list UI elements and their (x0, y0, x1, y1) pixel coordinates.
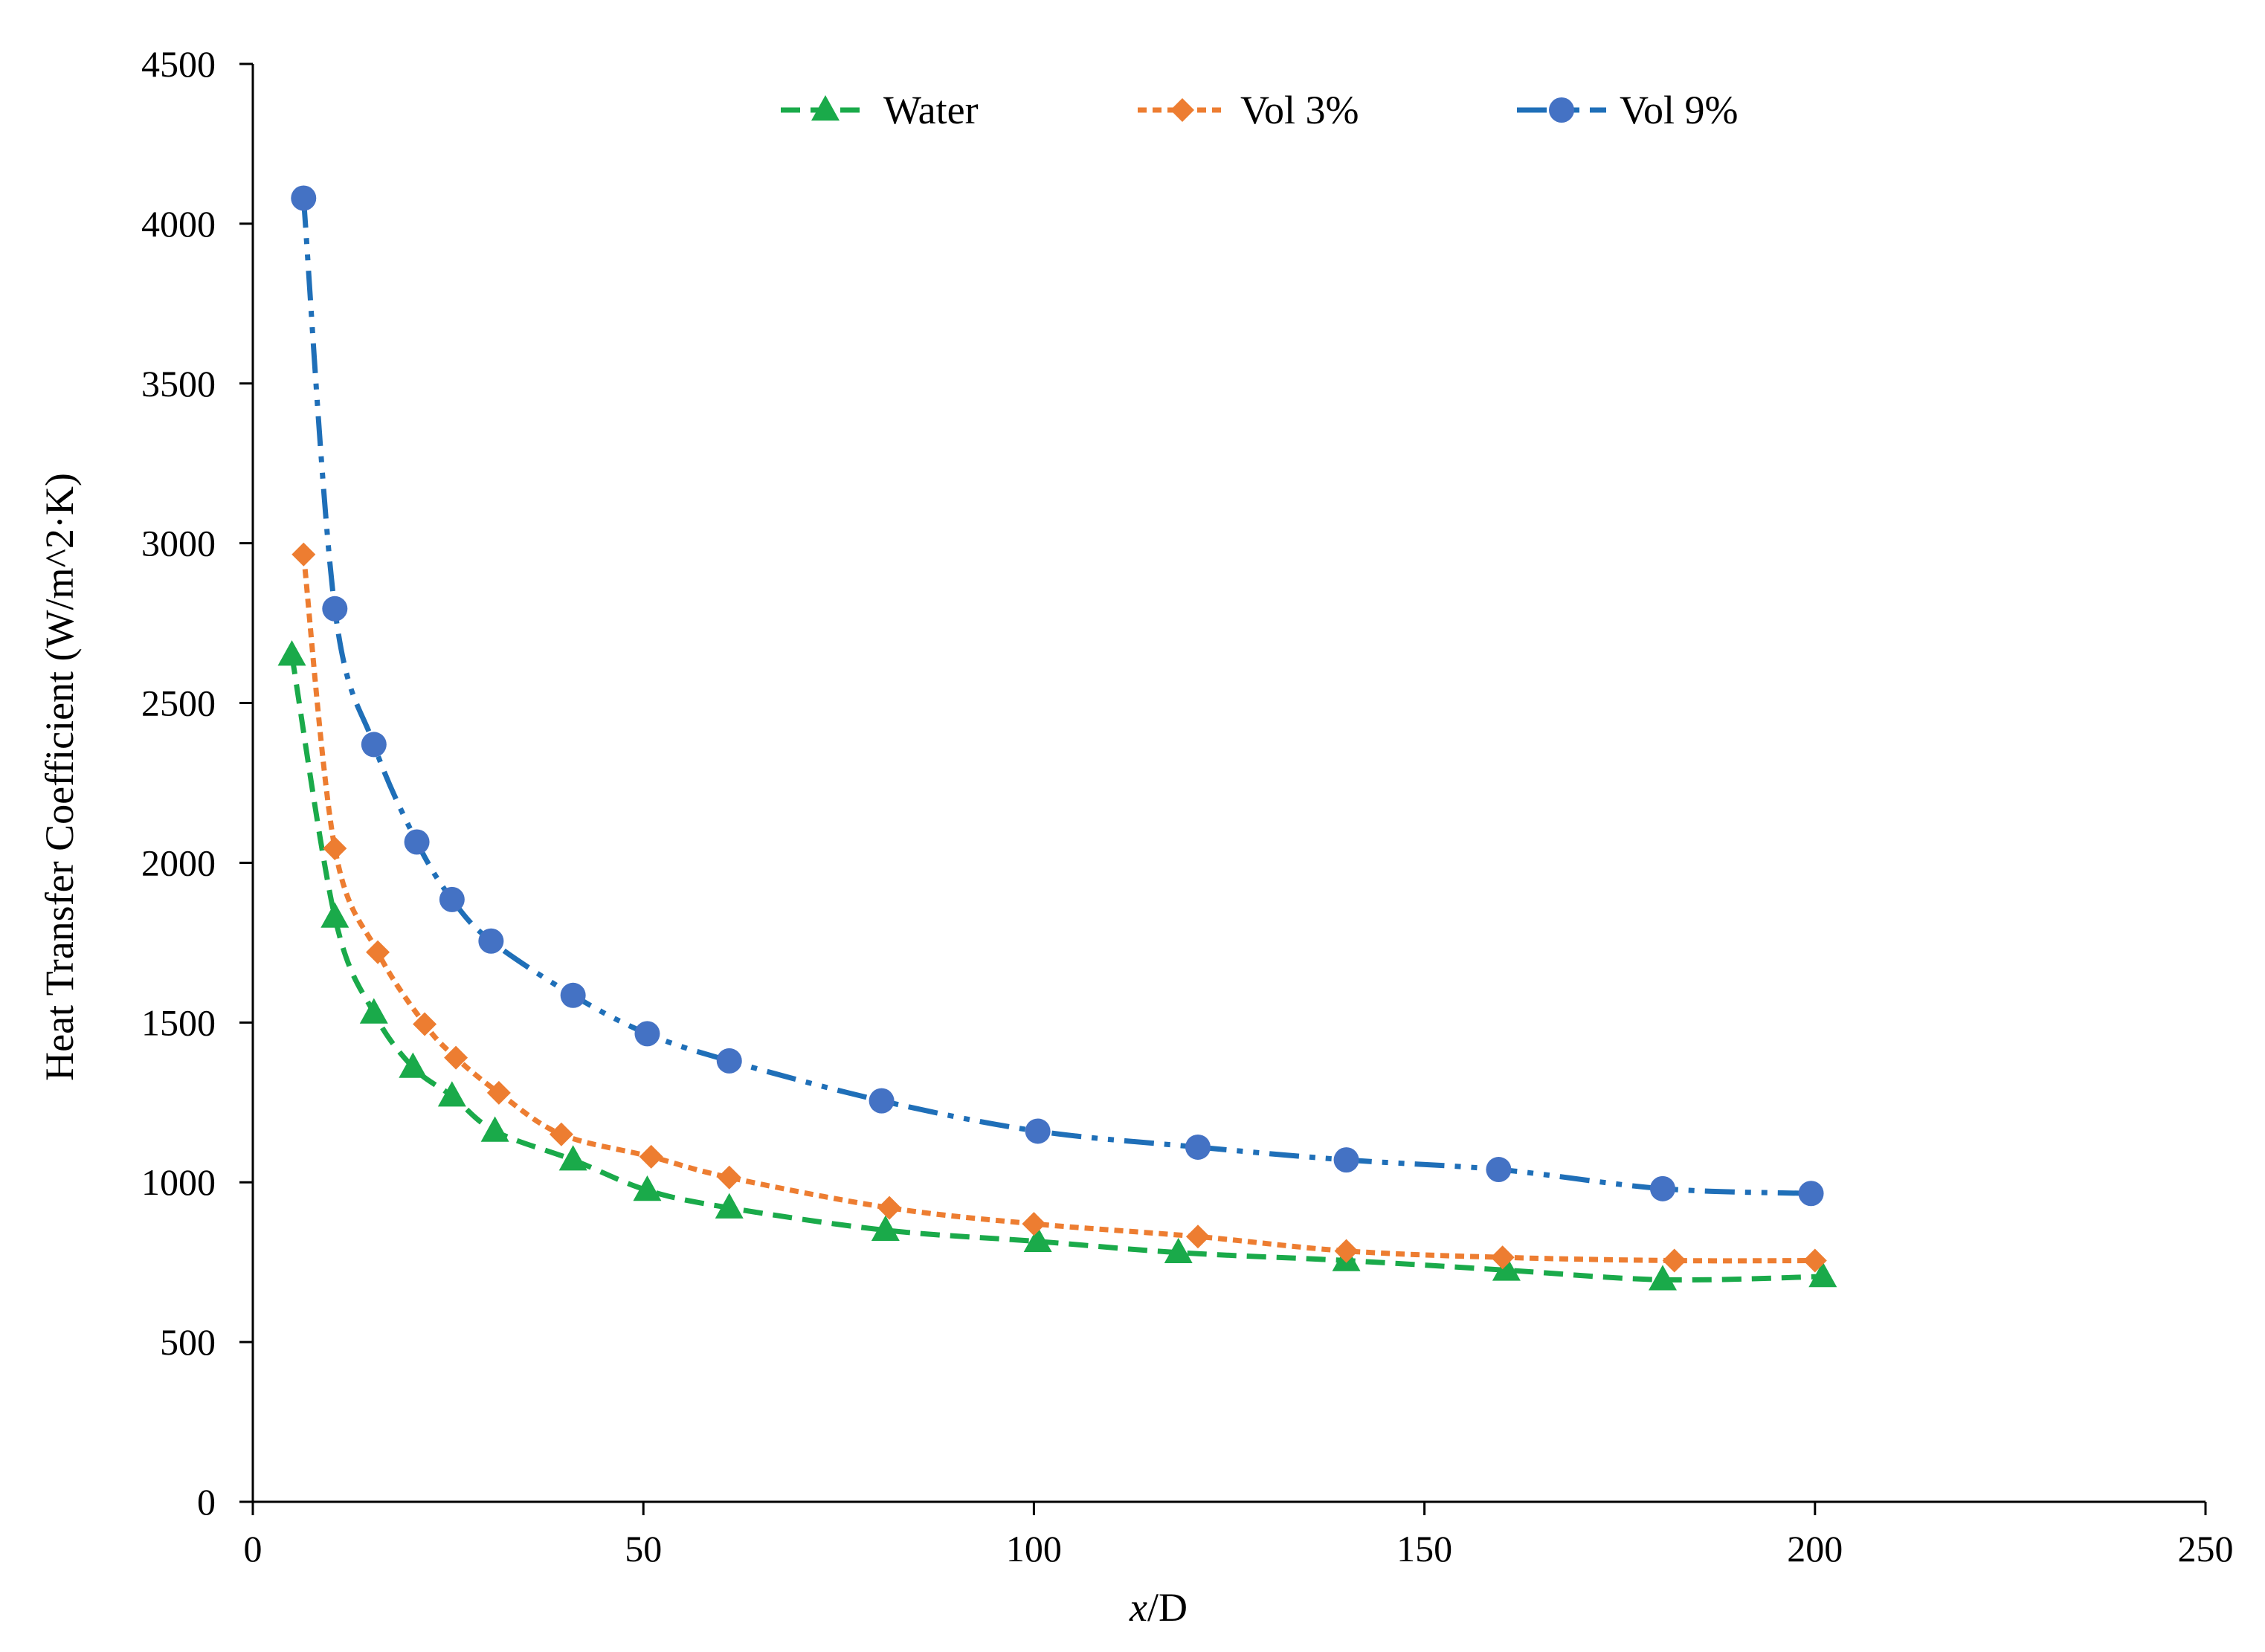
y-tick-label: 0 (197, 1481, 216, 1523)
data-point-vol-3 (1490, 1245, 1515, 1270)
legend-item-vol-9: Vol 9% (1517, 88, 1739, 132)
data-point-vol-9 (291, 185, 317, 211)
x-axis-title: x/D (1129, 1585, 1188, 1630)
series-line-water (289, 654, 1823, 1283)
x-tick-label: 200 (1787, 1528, 1843, 1569)
data-point-vol-3 (1185, 1225, 1210, 1249)
data-point-vol-3 (717, 1165, 741, 1190)
data-point-water (1023, 1226, 1052, 1252)
x-axis-title-rest: /D (1147, 1585, 1188, 1630)
series-vol-9 (291, 185, 1824, 1207)
data-point-vol-9 (1798, 1181, 1824, 1207)
y-tick-label: 4000 (141, 203, 216, 245)
data-point-water (277, 640, 306, 666)
legend-label-vol-9: Vol 9% (1620, 88, 1739, 132)
plot-area (277, 185, 1837, 1291)
series-vol-3 (291, 542, 1827, 1273)
x-tick-label: 250 (2178, 1528, 2234, 1569)
data-point-water (1648, 1265, 1677, 1291)
legend-marker-vol-9 (1549, 97, 1574, 123)
data-point-vol-3 (1802, 1248, 1827, 1273)
y-tick-label: 500 (160, 1321, 216, 1363)
data-point-vol-3 (877, 1196, 902, 1220)
data-point-water (359, 998, 388, 1024)
x-tick-label: 150 (1396, 1528, 1452, 1569)
legend-item-vol-3: Vol 3% (1138, 88, 1359, 132)
legend-label-water: Water (883, 88, 979, 132)
y-tick-label: 2500 (141, 683, 216, 724)
data-point-vol-9 (1486, 1157, 1512, 1183)
legend-marker-vol-3 (1170, 98, 1194, 122)
data-point-vol-9 (439, 886, 465, 912)
data-point-vol-9 (322, 596, 348, 622)
data-point-water (633, 1175, 662, 1201)
x-axis-title-italic: x (1129, 1585, 1147, 1630)
data-point-vol-9 (1025, 1118, 1051, 1144)
legend-item-water: Water (781, 88, 979, 132)
data-point-vol-3 (366, 940, 390, 964)
data-point-vol-9 (869, 1088, 895, 1114)
data-point-vol-3 (444, 1045, 468, 1070)
series-water (277, 640, 1837, 1291)
tick-labels: 0 500 1000 1500 2000 2500 3000 3500 4000 4500 0 50 1… (141, 43, 2234, 1569)
x-tick-label: 100 (1006, 1528, 1062, 1569)
data-point-vol-3 (639, 1144, 663, 1169)
y-tick-label: 3000 (141, 523, 216, 564)
axes (239, 62, 2207, 1515)
series-line-vol-9 (300, 198, 1811, 1196)
data-point-water (1164, 1237, 1193, 1264)
data-point-water (558, 1145, 587, 1171)
data-point-vol-9 (404, 829, 430, 855)
series-line-vol-3 (300, 554, 1815, 1264)
data-point-water (399, 1052, 428, 1078)
x-tick-label: 50 (625, 1528, 662, 1569)
x-tick-label: 0 (244, 1528, 262, 1569)
data-point-vol-9 (361, 732, 387, 758)
data-point-vol-3 (549, 1122, 573, 1146)
y-tick-label: 1000 (141, 1161, 216, 1203)
data-point-vol-3 (323, 836, 347, 861)
data-point-vol-9 (1333, 1147, 1359, 1173)
data-point-vol-9 (716, 1048, 742, 1074)
legend: Water Vol 3% Vol 9% (781, 88, 1739, 132)
data-point-vol-9 (634, 1021, 660, 1047)
data-point-vol-9 (560, 982, 586, 1008)
data-point-water (871, 1215, 900, 1241)
data-point-vol-9 (478, 928, 504, 954)
data-point-vol-3 (413, 1012, 437, 1036)
y-axis-title: Heat Transfer Coefficient (W/m^2·K) (37, 473, 82, 1081)
data-point-vol-3 (291, 542, 316, 567)
data-point-vol-3 (1662, 1248, 1686, 1273)
y-tick-label: 1500 (141, 1001, 216, 1043)
data-point-vol-3 (1334, 1239, 1359, 1263)
data-point-water (1492, 1255, 1521, 1281)
data-point-water (437, 1081, 466, 1107)
data-point-water (1808, 1262, 1837, 1288)
data-point-vol-9 (1649, 1175, 1675, 1201)
data-point-water (715, 1193, 744, 1219)
legend-label-vol-3: Vol 3% (1240, 88, 1359, 132)
data-point-water (480, 1116, 509, 1142)
y-tick-label: 2000 (141, 842, 216, 883)
y-tick-label: 4500 (141, 43, 216, 85)
data-point-water (320, 902, 349, 928)
data-point-vol-3 (1022, 1212, 1046, 1236)
y-tick-label: 3500 (141, 363, 216, 404)
data-point-vol-9 (1185, 1134, 1211, 1160)
data-point-vol-3 (486, 1080, 511, 1105)
legend-marker-water (811, 95, 840, 121)
